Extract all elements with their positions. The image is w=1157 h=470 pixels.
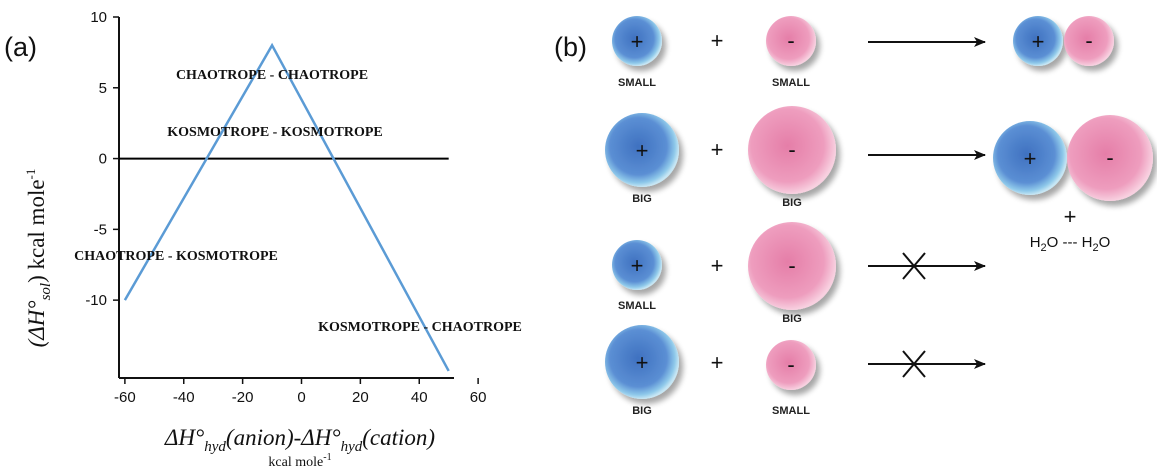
x-tick-label: 20 xyxy=(352,389,369,406)
panel-b-label: (b) xyxy=(554,32,587,62)
plus-sign: + xyxy=(711,350,724,375)
size-label: SMALL xyxy=(772,77,810,89)
anion-sign: - xyxy=(1085,28,1092,53)
x-axis-title: ΔH°hyd(anion)-ΔH°hyd(cation) xyxy=(164,425,435,455)
row-big-small: + BIG + - SMALL xyxy=(605,325,986,417)
y-tick-label: -5 xyxy=(94,221,107,238)
cation-sign: + xyxy=(636,350,649,375)
region-label-chaotrope-kosmotrope: CHAOTROPE - KOSMOTROPE xyxy=(74,249,278,264)
size-label: BIG xyxy=(632,405,652,417)
big-cation xyxy=(605,325,679,399)
big-cation xyxy=(605,113,679,187)
cation-sign: + xyxy=(636,138,649,163)
paired-big-anion xyxy=(1067,115,1153,201)
plus-sign: + xyxy=(711,137,724,162)
x-tick-label: 60 xyxy=(470,389,487,406)
enthalpy-line xyxy=(123,42,450,372)
small-cation xyxy=(612,16,662,66)
anion-sign: - xyxy=(788,253,795,278)
cation-sign: + xyxy=(1032,29,1045,54)
row-small-big: + SMALL + - BIG xyxy=(612,222,986,325)
x-tick-label: 40 xyxy=(411,389,428,406)
row-big-big: + BIG + - BIG + - + H2O --- H2O xyxy=(605,106,1153,254)
water-plus-sign: + xyxy=(1064,204,1077,229)
region-label-kosmotrope-chaotrope: KOSMOTROPE - CHAOTROPE xyxy=(318,320,522,335)
small-cation xyxy=(612,240,662,290)
small-anion xyxy=(766,16,816,66)
size-label: SMALL xyxy=(618,300,656,312)
paired-big-cation xyxy=(993,121,1067,195)
size-label: BIG xyxy=(782,197,802,209)
region-label-chaotrope-chaotrope: CHAOTROPE - CHAOTROPE xyxy=(176,68,368,83)
plus-sign: + xyxy=(711,253,724,278)
paired-small-cation xyxy=(1013,16,1063,66)
y-tick-label: 10 xyxy=(90,9,107,26)
paired-small-anion xyxy=(1064,16,1114,66)
y-tick-label: 0 xyxy=(99,151,107,168)
x-tick-label: -20 xyxy=(232,389,254,406)
x-tick-label: -40 xyxy=(173,389,195,406)
anion-sign: - xyxy=(787,352,794,377)
blocked-x-icon xyxy=(902,350,926,378)
small-anion xyxy=(766,340,816,390)
anion-sign: - xyxy=(787,28,794,53)
size-label: SMALL xyxy=(618,77,656,89)
big-anion xyxy=(748,106,836,194)
enthalpy-chart: 10 5 0 -5 -10 -60 -40 -20 0 20 40 60 xyxy=(85,9,486,406)
cation-sign: + xyxy=(1024,146,1037,171)
cation-sign: + xyxy=(631,253,644,278)
size-label: BIG xyxy=(632,193,652,205)
big-anion xyxy=(748,222,836,310)
anion-sign: - xyxy=(788,137,795,162)
size-label: SMALL xyxy=(772,405,810,417)
blocked-x-icon xyxy=(902,252,926,280)
x-tick-label: -60 xyxy=(114,389,136,406)
row-small-small: + SMALL + - SMALL + - xyxy=(612,16,1114,89)
panel-a-label: (a) xyxy=(4,32,37,62)
plus-sign: + xyxy=(711,28,724,53)
region-label-kosmotrope-kosmotrope: KOSMOTROPE - KOSMOTROPE xyxy=(167,125,382,140)
water-bond-label: H2O --- H2O xyxy=(1030,234,1111,254)
size-label: BIG xyxy=(782,313,802,325)
anion-sign: - xyxy=(1106,145,1113,170)
cation-sign: + xyxy=(631,29,644,54)
x-axis-unit: kcal mole-1 xyxy=(268,452,331,470)
y-tick-label: -10 xyxy=(85,292,107,309)
y-axis-title: (ΔH°sol) kcal mole-1 xyxy=(23,169,54,348)
y-tick-label: 5 xyxy=(99,80,107,97)
x-tick-label: 0 xyxy=(297,389,305,406)
